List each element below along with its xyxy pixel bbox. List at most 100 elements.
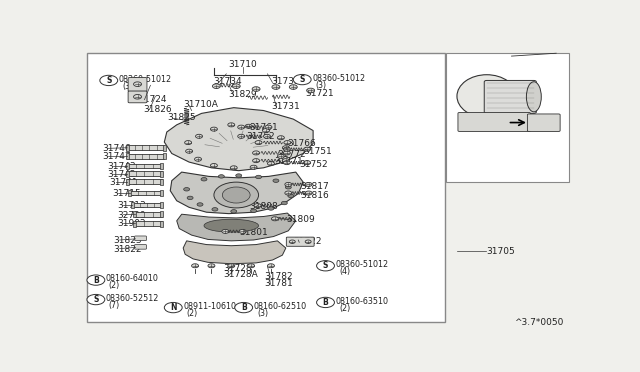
Text: N: N xyxy=(170,303,177,312)
Text: 31752: 31752 xyxy=(300,160,328,169)
Bar xyxy=(161,221,163,227)
Circle shape xyxy=(293,74,311,85)
Circle shape xyxy=(285,191,292,195)
Circle shape xyxy=(245,124,252,128)
Text: 31766: 31766 xyxy=(287,139,316,148)
FancyBboxPatch shape xyxy=(128,78,147,92)
Bar xyxy=(125,145,129,151)
Circle shape xyxy=(268,264,275,268)
Circle shape xyxy=(277,136,284,140)
Text: (3): (3) xyxy=(316,81,327,90)
Text: 08160-63510: 08160-63510 xyxy=(335,297,388,306)
Circle shape xyxy=(134,94,141,99)
Circle shape xyxy=(317,261,335,271)
Circle shape xyxy=(284,141,291,145)
Circle shape xyxy=(289,240,295,243)
Text: 08360-51012: 08360-51012 xyxy=(312,74,365,83)
Text: (4): (4) xyxy=(339,267,350,276)
Bar xyxy=(127,154,164,158)
Bar xyxy=(161,211,163,217)
Bar xyxy=(88,53,445,323)
Circle shape xyxy=(262,129,269,132)
Bar xyxy=(161,179,163,185)
Text: 31733: 31733 xyxy=(271,77,300,86)
Text: 31710: 31710 xyxy=(228,60,257,69)
Circle shape xyxy=(237,134,244,138)
Text: 31722: 31722 xyxy=(293,237,322,246)
Polygon shape xyxy=(170,172,303,214)
Circle shape xyxy=(232,84,240,89)
Circle shape xyxy=(285,182,292,186)
Circle shape xyxy=(305,240,311,243)
Circle shape xyxy=(307,88,315,93)
Bar xyxy=(127,145,164,150)
Text: (2): (2) xyxy=(109,281,120,290)
Text: 31823: 31823 xyxy=(114,236,142,246)
Text: 31742: 31742 xyxy=(108,170,136,179)
Text: 31728: 31728 xyxy=(223,264,252,273)
Circle shape xyxy=(87,294,105,305)
Text: 08360-52512: 08360-52512 xyxy=(106,294,159,303)
Circle shape xyxy=(253,158,260,163)
FancyBboxPatch shape xyxy=(134,244,147,249)
Circle shape xyxy=(191,264,198,268)
Bar xyxy=(134,221,162,226)
Circle shape xyxy=(284,161,291,165)
Text: 31746: 31746 xyxy=(102,144,131,153)
FancyBboxPatch shape xyxy=(458,112,531,131)
Circle shape xyxy=(265,125,272,129)
Circle shape xyxy=(208,264,215,268)
Text: 31826: 31826 xyxy=(143,105,172,113)
Circle shape xyxy=(222,187,250,203)
Text: 31728A: 31728A xyxy=(223,270,257,279)
Bar xyxy=(161,163,163,169)
Text: 31825: 31825 xyxy=(167,113,195,122)
Circle shape xyxy=(253,151,260,155)
Circle shape xyxy=(271,217,278,221)
Text: 31721: 31721 xyxy=(306,89,334,98)
Circle shape xyxy=(231,210,237,213)
Circle shape xyxy=(255,175,262,179)
Circle shape xyxy=(268,161,275,166)
Text: 08911-10610: 08911-10610 xyxy=(183,302,236,311)
Ellipse shape xyxy=(204,219,259,232)
Text: B: B xyxy=(93,276,99,285)
Text: B: B xyxy=(323,298,328,307)
Bar xyxy=(127,179,162,184)
FancyBboxPatch shape xyxy=(286,237,314,246)
Text: 08360-51012: 08360-51012 xyxy=(335,260,388,269)
Bar xyxy=(132,203,162,207)
Text: 31761: 31761 xyxy=(250,123,278,132)
Circle shape xyxy=(289,85,297,89)
Circle shape xyxy=(282,146,289,150)
Text: 31829: 31829 xyxy=(228,90,257,99)
Text: 08360-51012: 08360-51012 xyxy=(118,75,172,84)
Text: S: S xyxy=(93,295,99,304)
Circle shape xyxy=(230,166,237,170)
Bar xyxy=(161,170,163,177)
Bar xyxy=(163,153,166,159)
Circle shape xyxy=(235,302,253,313)
Text: 31816: 31816 xyxy=(301,190,330,199)
Bar xyxy=(131,202,134,208)
Circle shape xyxy=(285,186,291,189)
Text: 31808: 31808 xyxy=(250,202,278,211)
Circle shape xyxy=(185,141,191,145)
Bar xyxy=(161,190,163,196)
Bar xyxy=(125,153,129,159)
Circle shape xyxy=(201,177,207,181)
Circle shape xyxy=(236,174,242,177)
Text: 31902: 31902 xyxy=(117,219,146,228)
Circle shape xyxy=(134,82,141,86)
Circle shape xyxy=(228,264,235,268)
Circle shape xyxy=(252,87,260,92)
Ellipse shape xyxy=(457,75,516,118)
Text: 31715: 31715 xyxy=(112,189,141,198)
Ellipse shape xyxy=(526,82,541,112)
Circle shape xyxy=(184,187,189,191)
Text: ^3.7*0050: ^3.7*0050 xyxy=(514,318,564,327)
Circle shape xyxy=(100,75,118,86)
Circle shape xyxy=(248,264,255,268)
Text: 31710A: 31710A xyxy=(183,100,218,109)
Bar xyxy=(161,202,163,208)
